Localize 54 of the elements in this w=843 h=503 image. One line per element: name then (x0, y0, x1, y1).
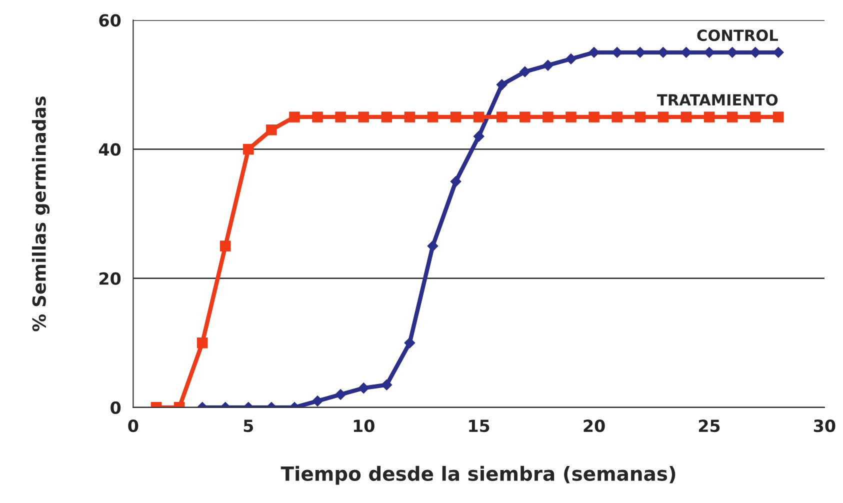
point (312, 396, 323, 406)
point (542, 112, 554, 122)
x-tick-label: 15 (469, 420, 490, 432)
point (196, 337, 208, 348)
point (427, 240, 438, 252)
x-tick-label: 5 (244, 420, 254, 432)
point (358, 112, 369, 122)
point (450, 112, 462, 122)
x-axis-title: Tiempo desde la siembra (semanas) (280, 466, 676, 485)
point (335, 389, 346, 400)
point (520, 112, 530, 122)
point (427, 112, 438, 122)
point (726, 112, 738, 122)
y-tick-label: 40 (98, 143, 121, 156)
point (566, 53, 576, 64)
point (634, 112, 646, 122)
x-tick-label: 0 (128, 420, 138, 432)
point (404, 112, 416, 122)
point (588, 112, 600, 122)
point (381, 379, 392, 390)
point (588, 46, 600, 58)
y-tick-label: 0 (110, 401, 121, 414)
y-axis-title: % Semillas germinadas (32, 96, 50, 332)
point (612, 112, 622, 122)
x-tick-label: 30 (814, 420, 836, 432)
point (680, 112, 692, 122)
point (496, 79, 508, 90)
y-tick-label: 20 (100, 272, 121, 285)
x-tick-label: 25 (698, 420, 720, 432)
point (381, 112, 392, 122)
point (496, 112, 508, 122)
point (750, 112, 761, 122)
point (519, 66, 530, 78)
point (704, 112, 715, 122)
point (220, 240, 231, 252)
point (473, 112, 484, 122)
series-label: TRATAMIENTO (657, 94, 778, 106)
point (312, 112, 323, 122)
x-tick-label: 20 (584, 420, 605, 432)
point (358, 382, 370, 394)
point (289, 112, 300, 122)
point (266, 124, 277, 136)
point (772, 112, 784, 122)
point (658, 112, 669, 122)
point (473, 130, 484, 142)
x-tick-label: 10 (354, 420, 374, 432)
point (404, 337, 416, 348)
point (566, 112, 576, 122)
point (335, 112, 346, 122)
point (243, 144, 254, 155)
y-tick-label: 60 (99, 14, 121, 27)
point (542, 60, 554, 71)
series-label: CONTROL (697, 30, 778, 42)
point (450, 176, 462, 187)
